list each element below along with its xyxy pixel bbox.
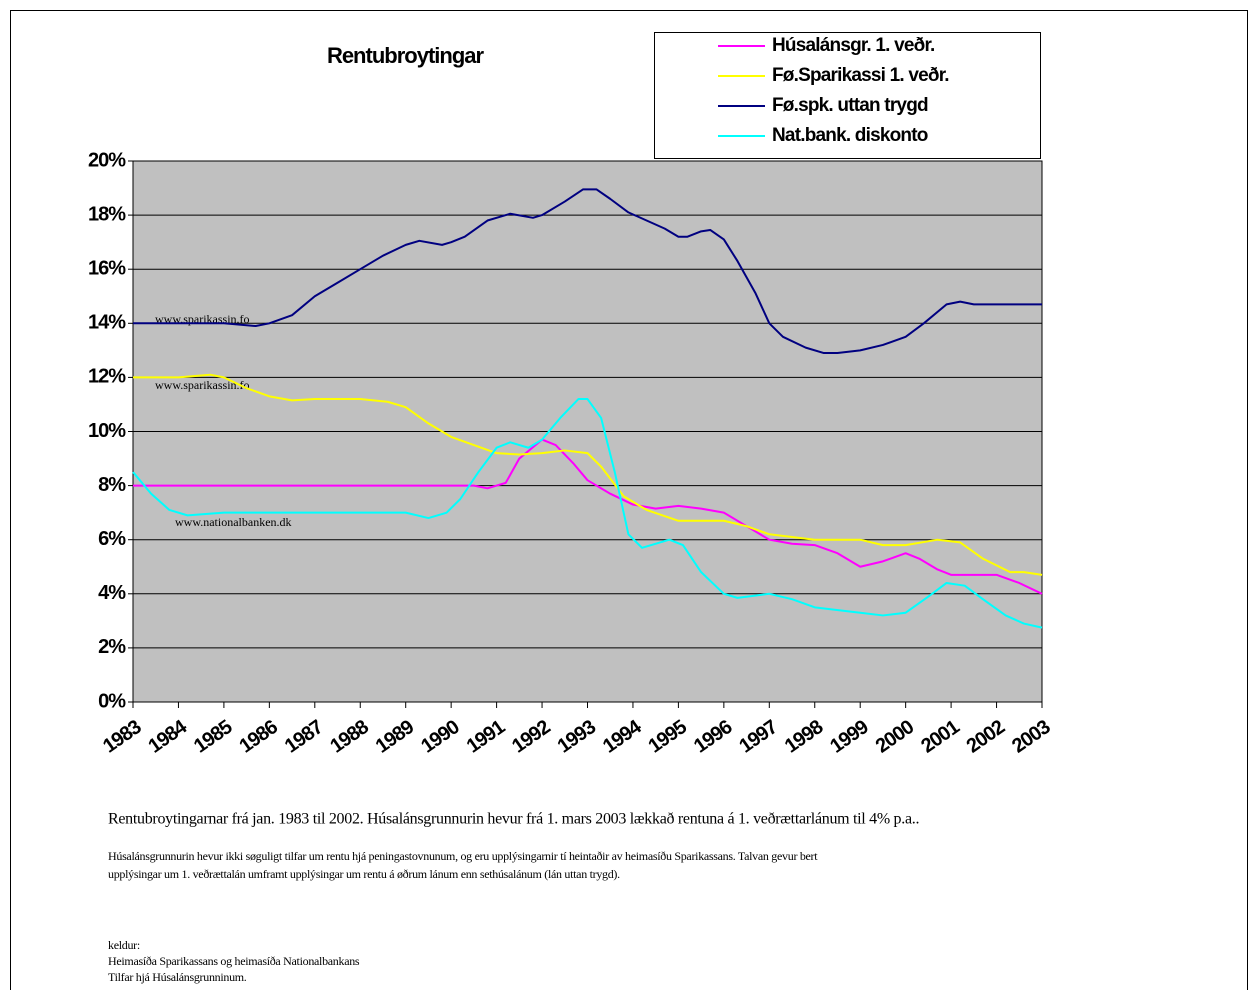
x-tick-label: 1984 [145,715,192,757]
note: Rentubroytingarnar frá jan. 1983 til 200… [108,811,919,828]
x-tick-label: 1988 [326,716,373,758]
x-tick-label: 1999 [826,716,873,758]
legend-label: Nat.bank. diskonto [772,125,928,146]
x-tick-label: 1993 [554,716,601,758]
y-tick-label: 18% [88,203,126,225]
legend-label: Fø.spk. uttan trygd [772,95,928,116]
x-tick-label: 1990 [417,716,464,758]
x-tick-label: 1995 [645,716,692,758]
y-tick-label: 16% [88,257,126,279]
y-tick-label: 14% [88,312,126,334]
series-line [133,373,1043,576]
x-tick-label: 2001 [917,716,964,758]
x-tick-label: 1996 [690,716,737,758]
legend [654,32,1041,159]
x-tick-label: 2003 [1008,716,1055,758]
x-tick-label: 1987 [281,716,328,758]
annotation: www.sparikassin.fo [155,378,250,392]
x-tick-label: 1985 [190,716,237,758]
note: Heimasíða Sparikassans og heimasíða Nati… [108,954,360,968]
x-tick-label: 2002 [963,716,1010,758]
x-tick-label: 1997 [735,716,782,758]
x-tick-label: 1983 [99,716,146,758]
annotation: www.sparikassin.fo [155,312,250,326]
x-tick-label: 1992 [508,716,555,758]
chart-title: Rentubroytingar [327,43,485,68]
x-tick-label: 1986 [235,716,282,758]
series-line [133,188,1042,355]
y-tick-label: 2% [98,636,126,658]
x-tick-label: 1989 [372,716,419,758]
y-tick-label: 6% [98,528,126,550]
x-tick-label: 1998 [781,716,828,758]
y-tick-label: 12% [88,366,126,388]
note: upplýsingar um 1. veðrættalán umframt up… [108,867,620,881]
note: Húsalánsgrunnurin hevur ikki søguligt ti… [108,849,818,863]
x-tick-label: 1991 [463,716,510,758]
y-tick-label: 8% [98,474,126,496]
y-tick-label: 10% [88,420,126,442]
note: keldur: [108,938,140,952]
y-tick-label: 20% [88,149,126,171]
frame [10,10,1248,990]
x-tick-label: 1994 [599,715,646,757]
annotation: www.nationalbanken.dk [175,515,292,529]
y-tick-label: 0% [98,690,126,712]
series-line [132,398,1043,629]
y-tick-label: 4% [98,582,126,604]
series-line [133,438,1043,595]
legend-label: Húsalánsgr. 1. veðr. [772,35,934,56]
x-tick-label: 2000 [872,716,919,758]
note: Tilfar hjá Húsalánsgrunninum. [108,970,247,984]
legend-label: Fø.Sparikassi 1. veðr. [772,65,949,86]
